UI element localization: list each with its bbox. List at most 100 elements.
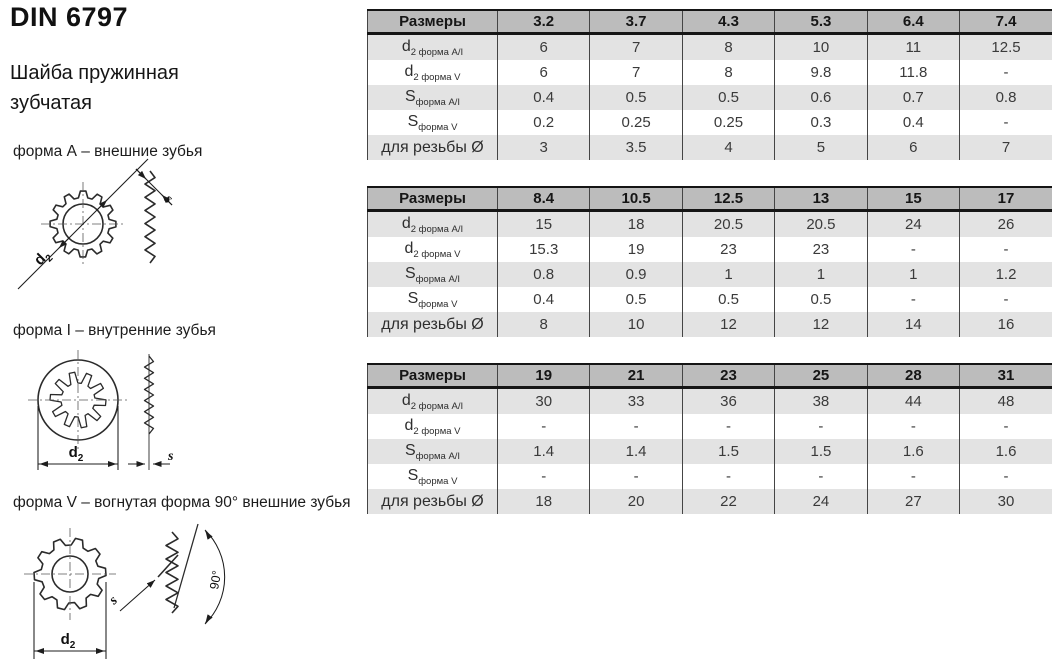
- d2-label-main: d: [61, 631, 70, 648]
- row-label-cell: d2 форма V: [367, 237, 498, 262]
- dimension-value: 0.3: [774, 110, 868, 135]
- form-a-caption: форма А – внешние зубья: [13, 143, 203, 160]
- dimension-value: -: [866, 464, 960, 489]
- row-label-cell: Sформа А/I: [367, 439, 498, 464]
- size-column-header: 3.2: [496, 9, 590, 35]
- dimension-value: 1.4: [589, 439, 683, 464]
- dimension-value: 0.8: [496, 262, 590, 287]
- dimension-value: 14: [866, 312, 960, 337]
- dimension-value: 0.7: [866, 85, 960, 110]
- row-label-sub: 2 форма V: [413, 71, 461, 83]
- size-column-header: 21: [589, 363, 683, 389]
- table-corner-label: Размеры: [367, 9, 498, 35]
- row-label-cell: Sформа V: [367, 464, 498, 489]
- dimension-value: 4: [681, 135, 775, 160]
- washer-side-view-i: s: [128, 354, 174, 470]
- row-label-cell: Sформа А/I: [367, 85, 498, 110]
- dimension-value: 0.8: [959, 85, 1052, 110]
- table-corner-label: Размеры: [367, 186, 498, 212]
- dimension-value: 11: [866, 33, 960, 60]
- dimension-value: 12: [774, 312, 868, 337]
- row-label-main: d: [404, 239, 414, 257]
- dimension-value: 20.5: [774, 210, 868, 237]
- dimension-value: 0.5: [681, 287, 775, 312]
- form-v-caption: форма V – вогнутая форма 90° внешние зуб…: [13, 494, 351, 511]
- dimension-d2-i: d2: [37, 406, 119, 470]
- dimension-value: 7: [959, 135, 1052, 160]
- dimension-value: 7: [589, 60, 683, 85]
- row-label-sub: форма V: [418, 298, 458, 310]
- d2-label-main: d: [69, 444, 78, 461]
- form-v-drawing: d2 90° s: [24, 523, 226, 659]
- dimension-value: 8: [496, 312, 590, 337]
- dimension-value: 0.5: [774, 287, 868, 312]
- row-label-cell: d2 форма А/I: [367, 210, 498, 237]
- row-label-main: S: [404, 264, 416, 282]
- row-label-main: S: [407, 112, 419, 130]
- dimension-value: -: [496, 464, 590, 489]
- size-column-header: 13: [774, 186, 868, 212]
- dimension-value: 1.6: [959, 439, 1052, 464]
- row-label-sub: форма А/I: [415, 273, 461, 285]
- dimension-value: 0.5: [589, 287, 683, 312]
- dimension-value: 44: [866, 387, 960, 414]
- form-i-drawing: d2 s: [28, 350, 174, 470]
- dimension-value: 1: [774, 262, 868, 287]
- dimension-value: 0.25: [589, 110, 683, 135]
- dimension-value: 33: [589, 387, 683, 414]
- dimension-value: 1: [681, 262, 775, 287]
- centerlines: [28, 350, 128, 450]
- row-label-main: d: [401, 214, 411, 232]
- row-label-main: d: [401, 37, 411, 55]
- row-label-cell: Sформа А/I: [367, 262, 498, 287]
- dimension-value: 38: [774, 387, 868, 414]
- size-column-header: 8.4: [496, 186, 590, 212]
- row-label-main: S: [404, 441, 416, 459]
- form-a-drawing: d2 s: [17, 158, 176, 290]
- row-label-main: для резьбы Ø: [381, 492, 484, 510]
- d2-label: d2: [69, 444, 84, 464]
- dimension-value: 15.3: [496, 237, 590, 262]
- dimension-d2-a: d2: [17, 158, 149, 290]
- dimension-value: 11.8: [866, 60, 960, 85]
- d2-label: d2: [61, 631, 76, 651]
- size-column-header: 3.7: [589, 9, 683, 35]
- dimension-value: -: [959, 464, 1052, 489]
- washer-side-view-a: s: [135, 168, 176, 264]
- dimension-tables: Размеры 3.2 3.7 4.3 5.3 6.4 7.4 d2 форма А/I 6 7 8…: [367, 9, 1052, 540]
- row-label-main: для резьбы Ø: [381, 315, 484, 333]
- dimension-value: 20.5: [681, 210, 775, 237]
- dimension-value: 6: [496, 33, 590, 60]
- row-label-cell: d2 форма V: [367, 414, 498, 439]
- size-column-header: 28: [866, 363, 960, 389]
- dimension-value: 1.5: [681, 439, 775, 464]
- d2-label-sub: 2: [78, 453, 84, 464]
- row-label-sub: форма V: [418, 475, 458, 487]
- page-subtitle: Шайба пружинная зубчатая: [10, 62, 179, 114]
- dimension-value: 5: [774, 135, 868, 160]
- s-label: s: [167, 449, 174, 464]
- row-label-cell: Sформа V: [367, 110, 498, 135]
- dimension-value: 10: [589, 312, 683, 337]
- dimension-value: 0.4: [496, 85, 590, 110]
- dimension-value: -: [959, 237, 1052, 262]
- row-label-main: d: [404, 416, 414, 434]
- dimension-value: 22: [681, 489, 775, 514]
- dimension-value: 0.4: [496, 287, 590, 312]
- dimension-value: 36: [681, 387, 775, 414]
- s-label: s: [161, 191, 176, 207]
- dimension-value: 0.2: [496, 110, 590, 135]
- dimension-value: 26: [959, 210, 1052, 237]
- dimension-value: 12: [681, 312, 775, 337]
- dimension-value: 20: [589, 489, 683, 514]
- dimension-value: 27: [866, 489, 960, 514]
- dimension-value: 0.4: [866, 110, 960, 135]
- dimension-value: 0.9: [589, 262, 683, 287]
- row-label-sub: 2 форма V: [413, 248, 461, 260]
- dimension-value: 1.2: [959, 262, 1052, 287]
- dimension-angle-90: 90°: [204, 529, 226, 625]
- size-column-header: 19: [496, 363, 590, 389]
- dimension-value: 6: [866, 135, 960, 160]
- dimension-value: -: [959, 110, 1052, 135]
